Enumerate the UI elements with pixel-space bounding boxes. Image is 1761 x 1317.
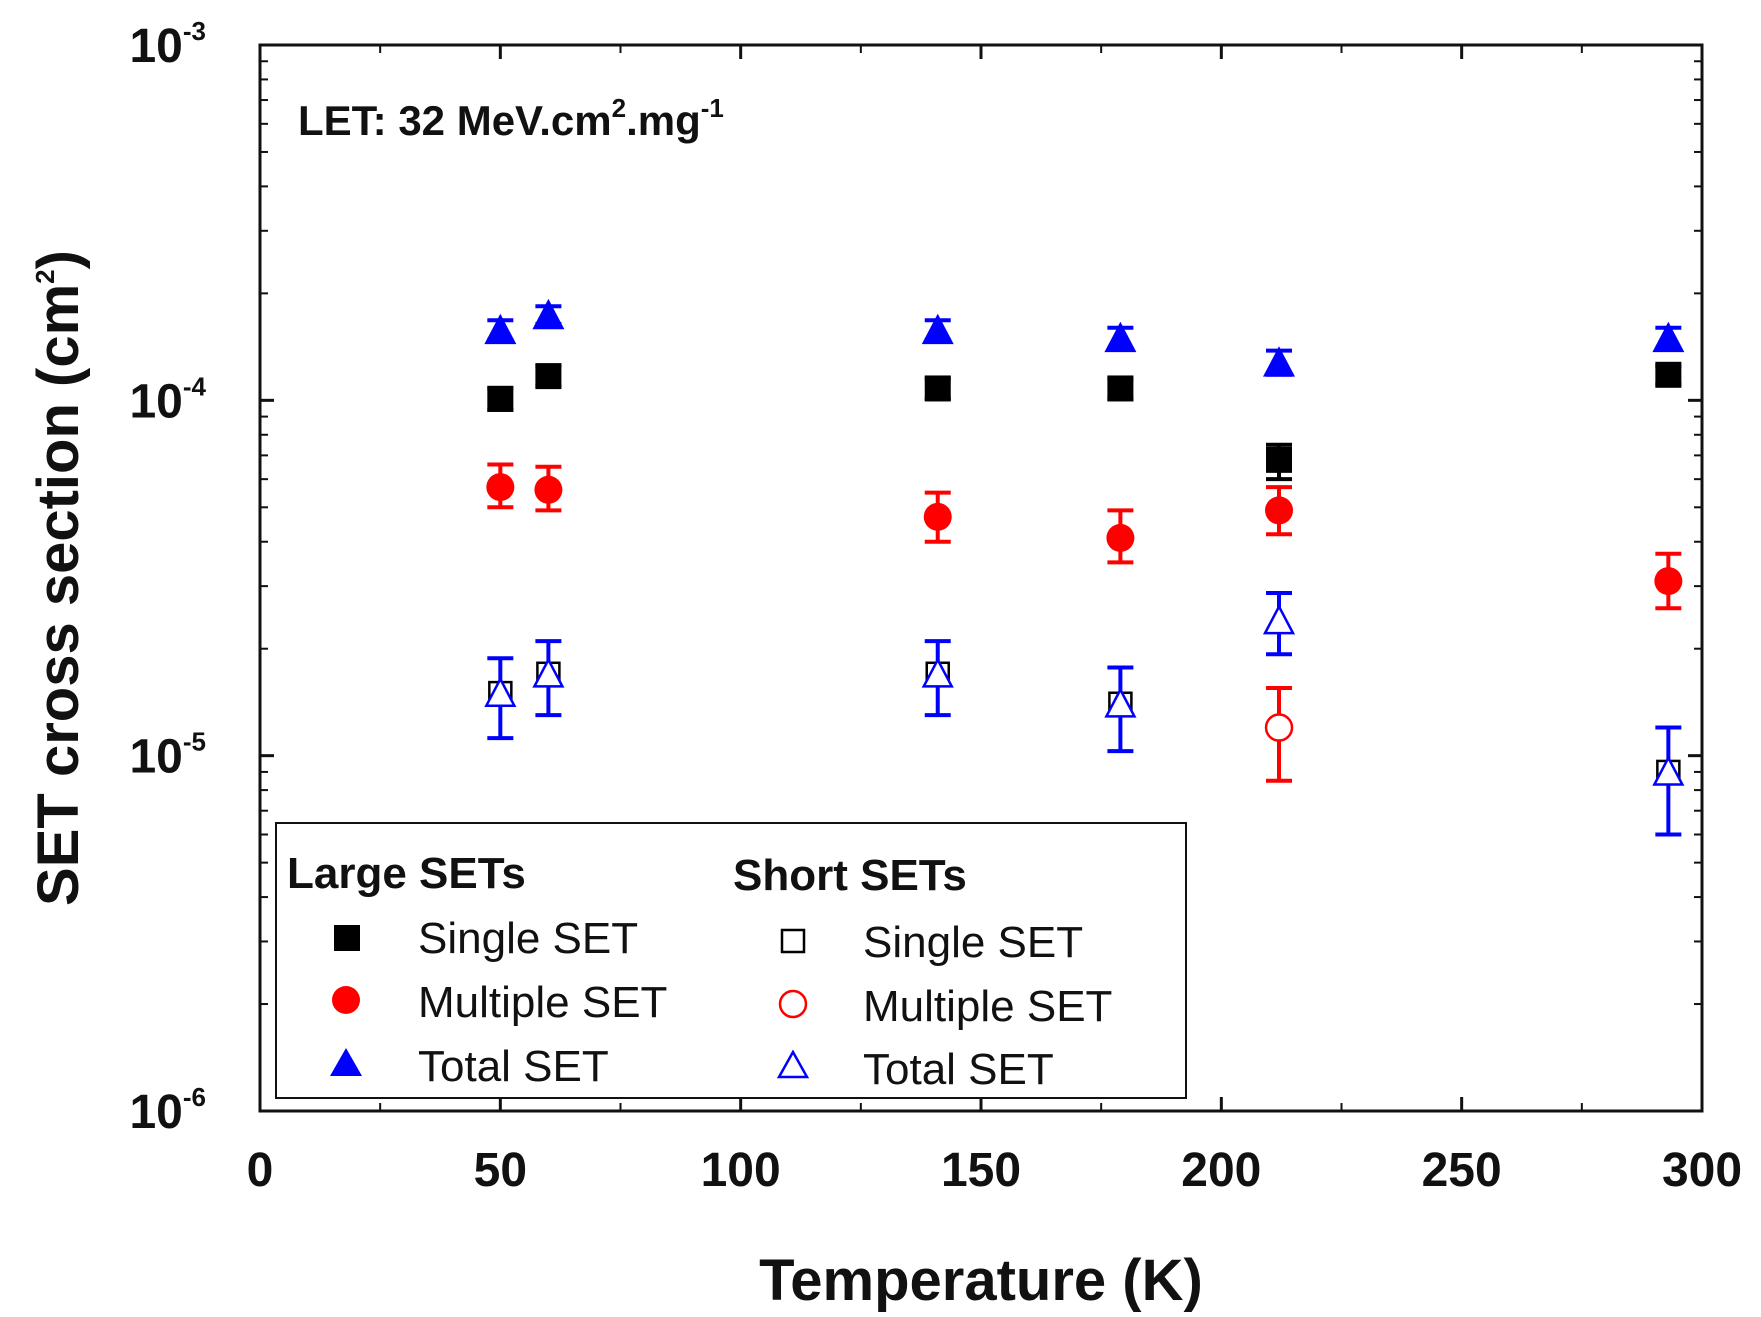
series-large-multiple-set [486, 462, 1683, 611]
data-point-triangle [1263, 346, 1296, 377]
x-tick-label: 0 [247, 1144, 274, 1197]
data-point-triangle [921, 657, 954, 688]
x-tick-label: 50 [474, 1144, 527, 1197]
data-point-triangle [484, 313, 517, 345]
data-point-circle [1265, 496, 1294, 525]
axis-ticks [258, 43, 1704, 1113]
y-tick-label: 10-5 [129, 727, 206, 784]
legend-marker-short-single [780, 928, 806, 954]
x-tick-label: 250 [1422, 1144, 1502, 1197]
x-tick-label: 300 [1662, 1144, 1742, 1197]
data-point-triangle [532, 657, 565, 688]
data-point-square [1655, 361, 1682, 388]
legend-box [275, 822, 1187, 1099]
data-point-circle [923, 502, 952, 531]
data-point-triangle [1104, 321, 1137, 353]
data-point-square [487, 385, 514, 412]
data-point-triangle [921, 313, 954, 345]
y-tick-label: 10-4 [129, 371, 206, 428]
y-tick-labels: 10-3 10-4 10-5 10-6 [129, 16, 206, 1139]
data-point-circle [1106, 523, 1135, 552]
legend-label-short-multiple: Multiple SET [863, 982, 1112, 1031]
legend-label-short-single: Single SET [863, 918, 1083, 967]
data-point-circle [1654, 567, 1683, 596]
data-point-circle [534, 475, 563, 504]
series-short-total-set [484, 590, 1685, 837]
legend: Large SETs Short SETs Single SET Multipl… [275, 822, 1187, 1099]
data-point-square [924, 375, 951, 402]
data-layer [484, 298, 1685, 837]
legend-marker-large-multiple [332, 986, 360, 1014]
legend-label-large-total: Total SET [418, 1042, 609, 1091]
legend-heading-short: Short SETs [733, 851, 967, 900]
data-point-square [1107, 375, 1134, 402]
legend-label-large-single: Single SET [418, 914, 638, 963]
series-short-multiple-set [1264, 686, 1294, 783]
data-point-triangle [532, 298, 565, 330]
data-point-triangle [1262, 603, 1296, 635]
x-tick-label: 200 [1181, 1144, 1261, 1197]
y-axis-title: SET cross section (cm2) [26, 250, 91, 906]
data-point-circle [1264, 713, 1294, 742]
series-large-total-set [484, 298, 1685, 377]
data-point-circle [486, 473, 515, 502]
legend-marker-short-multiple [778, 989, 808, 1019]
x-tick-label: 100 [701, 1144, 781, 1197]
data-point-square [1266, 446, 1293, 473]
legend-label-large-multiple: Multiple SET [418, 978, 667, 1027]
legend-marker-large-total [330, 1048, 362, 1076]
x-tick-labels: 0 50 100 150 200 250 300 [247, 1144, 1742, 1197]
legend-label-short-total: Total SET [863, 1045, 1054, 1094]
data-point-triangle [1104, 687, 1137, 718]
data-point-square [535, 363, 562, 390]
legend-marker-short-total [776, 1049, 810, 1079]
legend-heading-large: Large SETs [287, 849, 526, 898]
legend-marker-large-single [334, 925, 360, 951]
x-tick-label: 150 [941, 1144, 1021, 1197]
data-point-triangle [1652, 321, 1685, 353]
data-point-triangle [1652, 755, 1685, 786]
let-annotation: LET: 32 MeV.cm2.mg-1 [298, 93, 724, 144]
y-tick-label: 10-6 [129, 1082, 206, 1139]
series-large-single-set [487, 361, 1682, 482]
x-axis-title: Temperature (K) [759, 1248, 1203, 1313]
y-tick-label: 10-3 [129, 16, 206, 73]
data-point-triangle [484, 676, 517, 707]
